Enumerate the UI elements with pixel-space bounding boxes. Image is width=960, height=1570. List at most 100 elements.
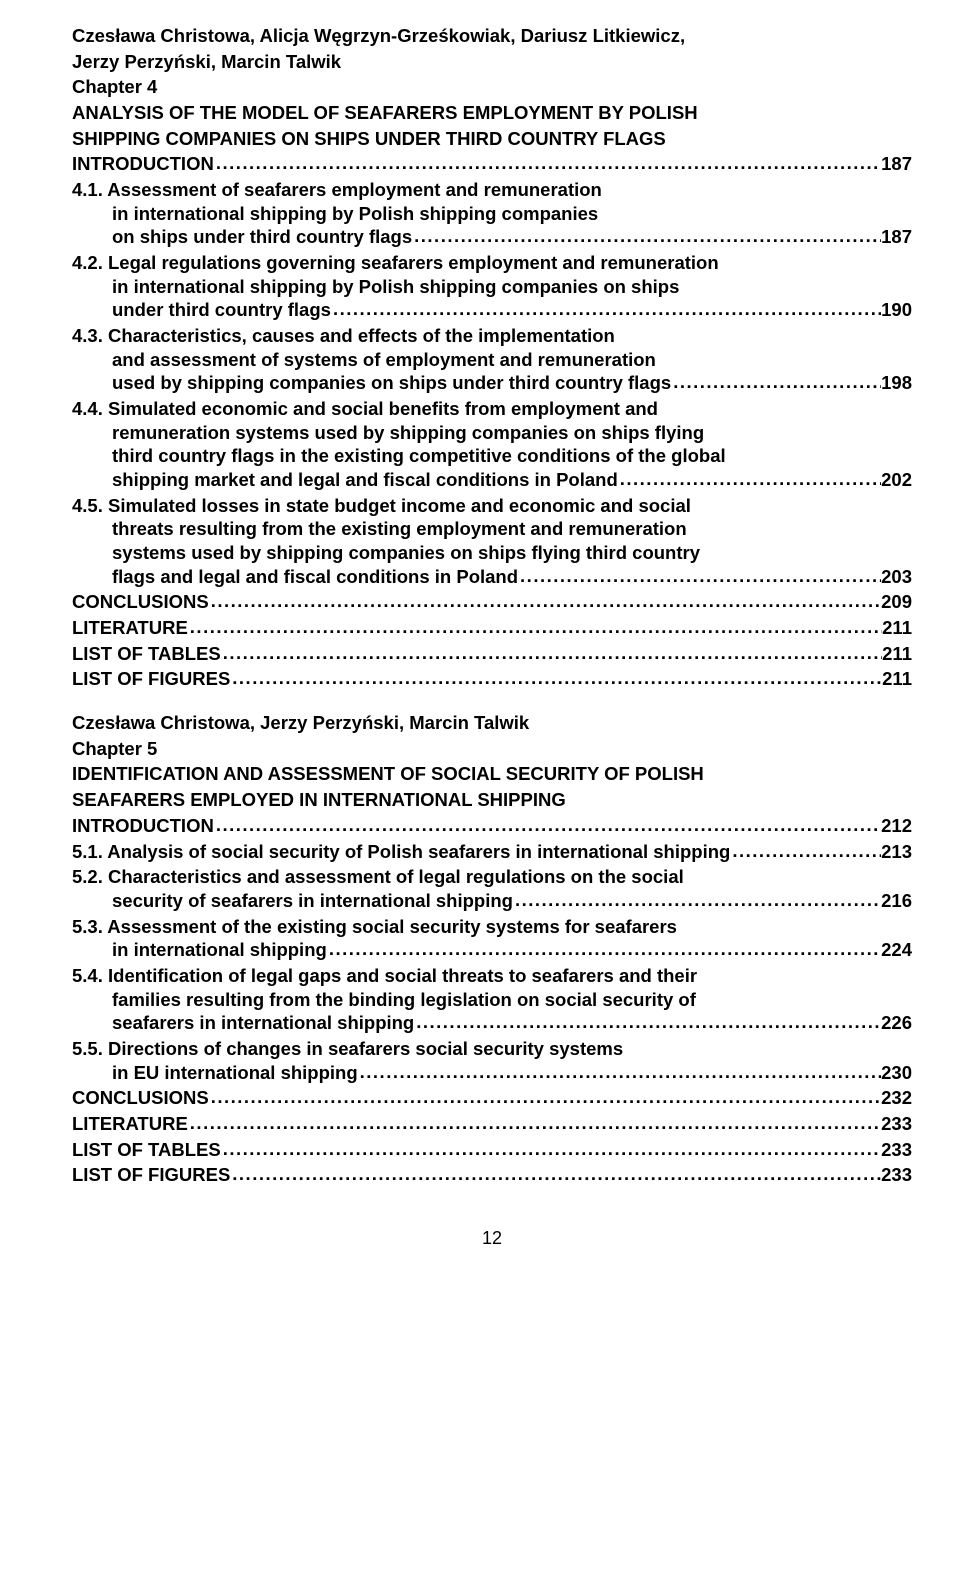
toc-entry: 4.4. Simulated economic and social benef… — [72, 397, 912, 492]
toc-entry-row: CONCLUSIONS.............................… — [72, 590, 912, 614]
toc-entry-line: third country flags in the existing comp… — [72, 444, 912, 468]
toc-page-number: 209 — [881, 590, 912, 614]
toc-leader-dots: ........................................… — [331, 297, 881, 321]
toc-entry: 4.1. Assessment of seafarers employment … — [72, 178, 912, 249]
toc-entry: 5.3. Assessment of the existing social s… — [72, 915, 912, 962]
toc-entry-text: INTRODUCTION — [72, 152, 214, 176]
chapter4-label: Chapter 4 — [72, 75, 912, 99]
toc-page-number: 211 — [882, 642, 912, 666]
toc-leader-dots: ........................................… — [414, 1010, 881, 1034]
toc-entry-text: LIST OF TABLES — [72, 642, 221, 666]
toc-entry-line: and assessment of systems of employment … — [72, 348, 912, 372]
toc-page-number: 226 — [881, 1011, 912, 1035]
toc-entry-text: LITERATURE — [72, 1112, 188, 1136]
toc-entry: INTRODUCTION............................… — [72, 152, 912, 176]
toc-page-number: 198 — [881, 371, 912, 395]
toc-entry-row: security of seafarers in international s… — [72, 889, 912, 913]
toc-leader-dots: ........................................… — [671, 370, 881, 394]
toc-entry-text: in EU international shipping — [72, 1061, 358, 1085]
toc-entry-text: under third country flags — [72, 298, 331, 322]
toc-entry-text: in international shipping — [72, 938, 327, 962]
toc-entry: CONCLUSIONS.............................… — [72, 590, 912, 614]
chapter4-authors-line1: Czesława Christowa, Alicja Węgrzyn-Grześ… — [72, 24, 912, 48]
toc-page-number: 233 — [881, 1112, 912, 1136]
chapter4-toc: INTRODUCTION............................… — [72, 152, 912, 691]
chapter4-title-line2: SHIPPING COMPANIES ON SHIPS UNDER THIRD … — [72, 127, 912, 151]
toc-entry-row: flags and legal and fiscal conditions in… — [72, 565, 912, 589]
toc-leader-dots: ........................................… — [230, 1162, 881, 1186]
toc-entry: CONCLUSIONS.............................… — [72, 1086, 912, 1110]
toc-entry-text: security of seafarers in international s… — [72, 889, 513, 913]
toc-entry: LITERATURE..............................… — [72, 1112, 912, 1136]
toc-entry-text: INTRODUCTION — [72, 814, 214, 838]
toc-entry-line: systems used by shipping companies on sh… — [72, 541, 912, 565]
toc-entry-line: families resulting from the binding legi… — [72, 988, 912, 1012]
toc-page-number: 187 — [881, 152, 912, 176]
toc-leader-dots: ........................................… — [221, 641, 882, 665]
toc-page-number: 187 — [881, 225, 912, 249]
toc-entry-line: threats resulting from the existing empl… — [72, 517, 912, 541]
chapter5-title-line1: IDENTIFICATION AND ASSESSMENT OF SOCIAL … — [72, 762, 912, 786]
toc-page-number: 211 — [882, 616, 912, 640]
toc-leader-dots: ........................................… — [518, 564, 881, 588]
toc-entry-line: 5.4. Identification of legal gaps and so… — [72, 964, 912, 988]
toc-page-number: 224 — [881, 938, 912, 962]
toc-entry-line: 5.2. Characteristics and assessment of l… — [72, 865, 912, 889]
toc-entry-row: under third country flags...............… — [72, 298, 912, 322]
toc-entry-row: LITERATURE..............................… — [72, 616, 912, 640]
toc-entry-line: remuneration systems used by shipping co… — [72, 421, 912, 445]
toc-leader-dots: ........................................… — [188, 1111, 881, 1135]
toc-leader-dots: ........................................… — [214, 151, 881, 175]
toc-leader-dots: ........................................… — [618, 467, 881, 491]
toc-entry-text: LIST OF TABLES — [72, 1138, 221, 1162]
toc-entry-text: on ships under third country flags — [72, 225, 412, 249]
toc-entry-line: 4.4. Simulated economic and social benef… — [72, 397, 912, 421]
chapter4-title-line1: ANALYSIS OF THE MODEL OF SEAFARERS EMPLO… — [72, 101, 912, 125]
toc-entry: LIST OF TABLES..........................… — [72, 1138, 912, 1162]
toc-entry: LIST OF TABLES..........................… — [72, 642, 912, 666]
toc-entry-text: CONCLUSIONS — [72, 590, 209, 614]
toc-entry-text: shipping market and legal and fiscal con… — [72, 468, 618, 492]
toc-entry-row: shipping market and legal and fiscal con… — [72, 468, 912, 492]
toc-entry-text: flags and legal and fiscal conditions in… — [72, 565, 518, 589]
toc-leader-dots: ........................................… — [188, 615, 882, 639]
toc-leader-dots: ........................................… — [221, 1137, 881, 1161]
toc-entry-text: LIST OF FIGURES — [72, 1163, 230, 1187]
toc-page-number: 232 — [881, 1086, 912, 1110]
toc-entry-row: INTRODUCTION............................… — [72, 152, 912, 176]
chapter5-toc: INTRODUCTION............................… — [72, 814, 912, 1187]
toc-entry-text: seafarers in international shipping — [72, 1011, 414, 1035]
toc-entry-line: 4.3. Characteristics, causes and effects… — [72, 324, 912, 348]
chapter4-authors-line2: Jerzy Perzyński, Marcin Talwik — [72, 50, 912, 74]
chapter5-title-line2: SEAFARERS EMPLOYED IN INTERNATIONAL SHIP… — [72, 788, 912, 812]
toc-entry: 5.1. Analysis of social security of Poli… — [72, 840, 912, 864]
toc-page-number: 233 — [881, 1138, 912, 1162]
toc-page-number: 211 — [882, 667, 912, 691]
toc-page-number: 202 — [881, 468, 912, 492]
toc-entry-row: in international shipping...............… — [72, 938, 912, 962]
toc-entry-row: CONCLUSIONS.............................… — [72, 1086, 912, 1110]
toc-entry: 4.5. Simulated losses in state budget in… — [72, 494, 912, 589]
toc-page-number: 216 — [881, 889, 912, 913]
toc-leader-dots: ........................................… — [327, 937, 881, 961]
toc-page-number: 203 — [881, 565, 912, 589]
chapter5-authors-line1: Czesława Christowa, Jerzy Perzyński, Mar… — [72, 711, 912, 735]
toc-entry-row: LIST OF TABLES..........................… — [72, 642, 912, 666]
toc-leader-dots: ........................................… — [358, 1060, 881, 1084]
chapter5-label: Chapter 5 — [72, 737, 912, 761]
toc-entry-line: in international shipping by Polish ship… — [72, 275, 912, 299]
toc-entry-row: LITERATURE..............................… — [72, 1112, 912, 1136]
toc-entry: LITERATURE..............................… — [72, 616, 912, 640]
toc-entry: 4.3. Characteristics, causes and effects… — [72, 324, 912, 395]
toc-entry: 5.5. Directions of changes in seafarers … — [72, 1037, 912, 1084]
toc-entry-line: 4.2. Legal regulations governing seafare… — [72, 251, 912, 275]
toc-entry-row: LIST OF FIGURES.........................… — [72, 1163, 912, 1187]
toc-leader-dots: ........................................… — [412, 224, 881, 248]
toc-entry-text: 5.1. Analysis of social security of Poli… — [72, 840, 730, 864]
toc-leader-dots: ........................................… — [513, 888, 881, 912]
toc-entry-text: LITERATURE — [72, 616, 188, 640]
toc-entry-row: 5.1. Analysis of social security of Poli… — [72, 840, 912, 864]
toc-entry: LIST OF FIGURES.........................… — [72, 667, 912, 691]
toc-entry-row: LIST OF TABLES..........................… — [72, 1138, 912, 1162]
page-number: 12 — [72, 1227, 912, 1250]
